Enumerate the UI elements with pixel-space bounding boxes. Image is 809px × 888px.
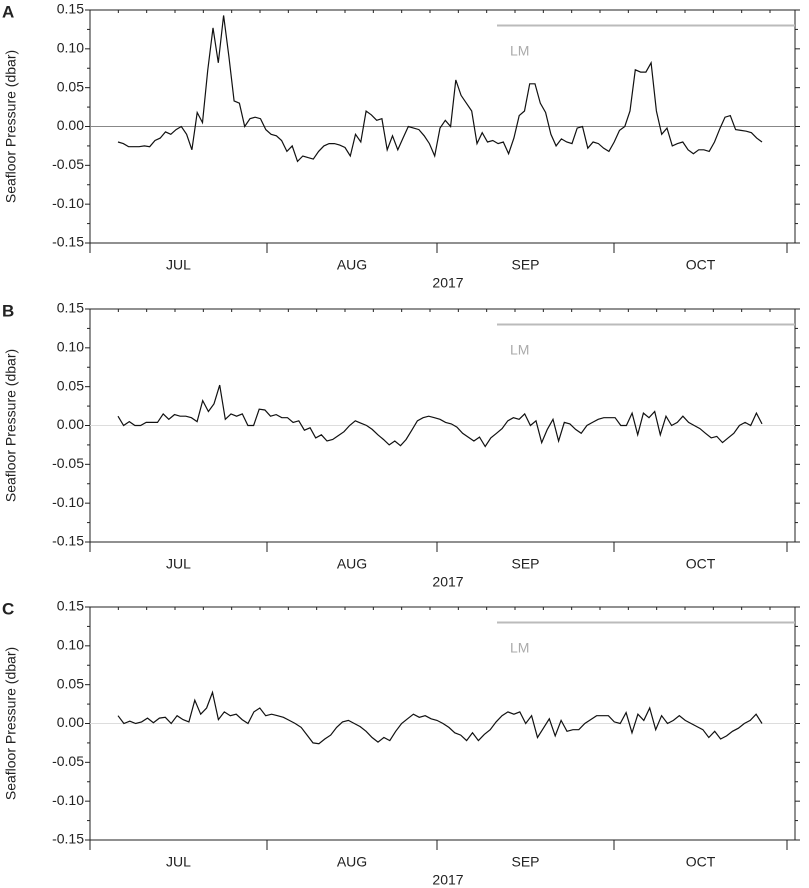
y-tick-label: 0.10 — [57, 40, 84, 56]
annotation-label: LM — [510, 640, 529, 656]
y-tick-label: -0.10 — [52, 792, 84, 808]
x-tick-label: OCT — [686, 854, 716, 870]
panel: C Seafloor Pressure (dbar) -0.15 -0.10 -0.05… — [2, 598, 800, 888]
x-tick-label: SEP — [511, 257, 539, 273]
x-tick-label: AUG — [337, 556, 367, 572]
x-tick-label: JUL — [166, 854, 191, 870]
y-tick-label: 0.05 — [57, 675, 84, 691]
panel: B Seafloor Pressure (dbar) -0.15 -0.10 -0.05… — [2, 300, 800, 590]
y-tick-label: -0.15 — [52, 533, 84, 549]
x-axis-label: 2017 — [432, 275, 463, 291]
y-tick-label: 0.10 — [57, 637, 84, 653]
x-tick-label: SEP — [511, 854, 539, 870]
y-axis-label: Seafloor Pressure (dbar) — [3, 50, 19, 203]
x-tick-label: JUL — [166, 257, 191, 273]
y-tick-label: 0.10 — [57, 339, 84, 355]
y-tick-label: -0.10 — [52, 494, 84, 510]
annotation-label: LM — [510, 43, 529, 59]
data-line — [117, 15, 763, 163]
y-tick-label: -0.05 — [52, 455, 84, 471]
panel-label: C — [2, 599, 14, 618]
panel-label: A — [2, 2, 14, 21]
x-axis-label: 2017 — [432, 872, 463, 888]
y-tick-label: 0.00 — [57, 714, 84, 730]
data-line — [117, 384, 763, 448]
annotation-label: LM — [510, 342, 529, 358]
x-tick-label: OCT — [686, 257, 716, 273]
x-tick-label: AUG — [337, 854, 367, 870]
x-tick-label: AUG — [337, 257, 367, 273]
y-tick-label: -0.05 — [52, 753, 84, 769]
y-tick-label: 0.05 — [57, 377, 84, 393]
y-tick-label: 0.00 — [57, 117, 84, 133]
y-tick-label: 0.00 — [57, 416, 84, 432]
x-tick-label: SEP — [511, 556, 539, 572]
y-tick-label: -0.15 — [52, 234, 84, 250]
panel-label: B — [2, 301, 14, 320]
data-line — [117, 690, 763, 745]
y-tick-label: 0.15 — [57, 1, 84, 17]
y-tick-label: -0.05 — [52, 156, 84, 172]
y-axis-label: Seafloor Pressure (dbar) — [3, 647, 19, 800]
x-axis-label: 2017 — [432, 574, 463, 590]
y-tick-label: -0.15 — [52, 831, 84, 847]
y-tick-label: 0.15 — [57, 598, 84, 614]
y-tick-label: -0.10 — [52, 195, 84, 211]
x-tick-label: OCT — [686, 556, 716, 572]
panel: A Seafloor Pressure (dbar) -0.15 -0.10 -0.05… — [2, 1, 800, 291]
y-tick-label: 0.15 — [57, 300, 84, 316]
x-tick-label: JUL — [166, 556, 191, 572]
y-axis-label: Seafloor Pressure (dbar) — [3, 349, 19, 502]
y-tick-label: 0.05 — [57, 78, 84, 94]
